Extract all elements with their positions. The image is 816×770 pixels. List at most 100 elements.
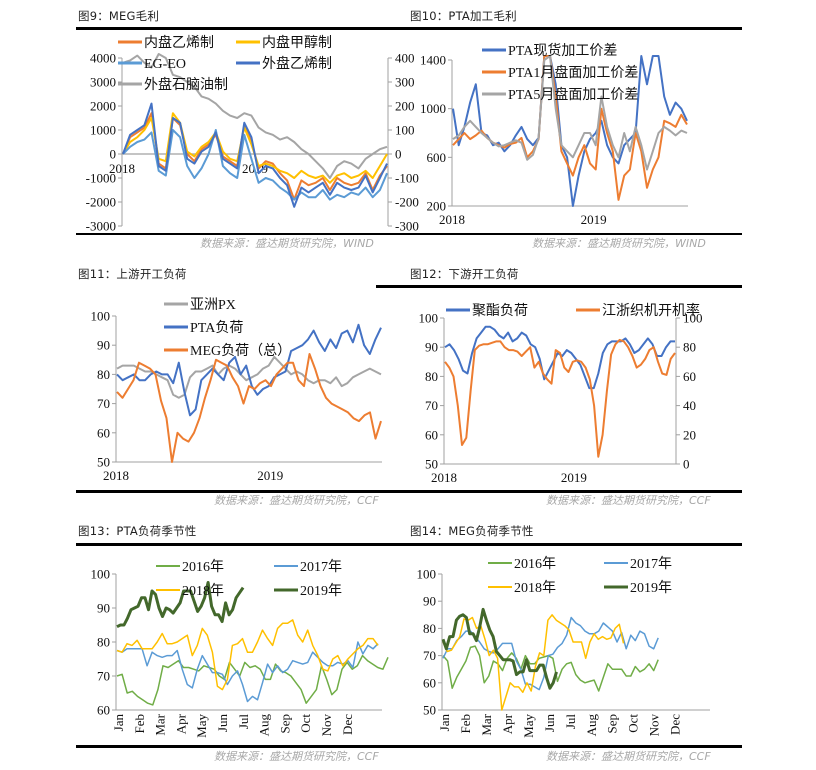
y-tick-label: 1000 [420, 101, 446, 116]
series-line-2 [116, 641, 379, 703]
legend-label: EG-EO [144, 57, 186, 72]
legend-label: 聚酯负荷 [472, 303, 528, 319]
x-tick-label: Jan [111, 714, 126, 732]
y2-tick-label: 20 [683, 427, 696, 442]
y-tick-label: 80 [423, 621, 436, 636]
legend-label: 外盘乙烯制 [262, 55, 332, 72]
series-line-1 [442, 645, 659, 692]
legend-label: 2017年 [300, 559, 342, 575]
series-line-4 [122, 102, 388, 208]
x-tick-label: 2018 [109, 161, 135, 176]
y2-tick-label: 100 [683, 311, 703, 326]
y-tick-label: 60 [425, 427, 438, 442]
series-line-1 [452, 55, 688, 207]
y-tick-label: 600 [427, 150, 447, 165]
fig13-title: 图13：PTA负荷季节性 [78, 524, 197, 538]
x-tick-label: Jul [563, 714, 578, 730]
x-tick-label: 2018 [439, 212, 465, 227]
series-line-3 [452, 55, 688, 171]
fig14-source: 数据来源：盛达期货研究院，CCF [546, 750, 711, 763]
series-line-5 [122, 53, 388, 179]
fig12-bottom-rule [400, 490, 742, 493]
y-tick-label: 4000 [90, 51, 116, 66]
x-tick-label: Sep [605, 714, 620, 734]
y2-tick-label: -100 [395, 171, 419, 186]
y2-tick-label: 0 [395, 147, 402, 162]
legend-label: PTA1月盘面加工价差 [508, 64, 638, 81]
fig10-source: 数据来源：盛达期货研究院，WIND [532, 237, 706, 250]
y-tick-label: 60 [97, 425, 110, 440]
y-tick-label: 80 [97, 635, 110, 650]
y-tick-label: 200 [427, 199, 447, 214]
fig9-bottom-rule [76, 233, 410, 235]
x-tick-label: Aug [257, 714, 272, 737]
x-tick-label: Apr [500, 713, 515, 734]
x-tick-label: Mar [153, 713, 168, 735]
fig13-top-rule [76, 543, 742, 546]
y-tick-label: -2000 [86, 195, 116, 210]
y-tick-label: 100 [419, 311, 439, 326]
series-line-4 [441, 607, 558, 690]
fig13-source: 数据来源：盛达期货研究院，CCF [214, 750, 379, 763]
fig9-top-rule [76, 27, 410, 30]
y2-tick-label: -200 [395, 195, 419, 210]
legend-label: 2016年 [514, 556, 556, 572]
fig11-bottom-rule [76, 490, 410, 493]
series-line-3 [116, 619, 379, 691]
y-tick-label: 50 [423, 703, 436, 718]
y2-tick-label: 300 [395, 75, 415, 90]
x-tick-label: Dec [668, 714, 683, 735]
y2-tick-label: 80 [683, 340, 696, 355]
x-tick-label: 2018 [431, 470, 457, 485]
y-tick-label: 80 [425, 369, 438, 384]
y-tick-label: 60 [97, 703, 110, 718]
y-tick-label: 70 [423, 648, 436, 663]
x-tick-label: Jul [236, 714, 251, 730]
x-tick-label: Jun [542, 714, 557, 733]
x-tick-label: 2019 [561, 470, 587, 485]
y-tick-label: 100 [91, 309, 111, 324]
x-tick-label: Jun [215, 714, 230, 733]
y-tick-label: 0 [110, 147, 117, 162]
fig9-chart: 40003000200010000-1000-2000-300040030020… [86, 34, 419, 234]
y-tick-label: 50 [425, 457, 438, 472]
legend-label: PTA负荷 [190, 320, 243, 336]
legend-label: PTA现货加工价差 [508, 42, 617, 59]
series-line-3 [116, 353, 382, 463]
fig12-title: 图12：下游开工负荷 [410, 267, 519, 281]
x-tick-label: Aug [584, 714, 599, 737]
fig9-title: 图9：MEG毛利 [78, 9, 160, 23]
y-tick-label: -3000 [86, 219, 116, 234]
fig14-title: 图14：MEG负荷季节性 [410, 524, 534, 538]
x-tick-label: Apr [173, 713, 188, 734]
y2-tick-label: 40 [683, 398, 696, 413]
x-tick-label: May [194, 714, 209, 738]
legend-label: PTA5月盘面加工价差 [508, 86, 638, 103]
x-tick-label: Mar [479, 713, 494, 735]
fig12-top-rule [376, 285, 742, 288]
legend-label: 2018年 [182, 583, 224, 599]
x-tick-label: 2019 [257, 468, 283, 483]
x-tick-label: Nov [647, 714, 662, 737]
x-tick-label: Oct [626, 714, 641, 733]
y-tick-label: 60 [423, 675, 436, 690]
x-tick-label: Nov [319, 714, 334, 737]
y-tick-label: 50 [97, 455, 110, 470]
y2-tick-label: 100 [395, 123, 415, 138]
series-line-3 [442, 614, 625, 711]
legend-label: 2016年 [182, 559, 224, 575]
y-tick-label: 90 [97, 601, 110, 616]
y-tick-label: -1000 [86, 171, 116, 186]
y2-tick-label: -300 [395, 219, 419, 234]
series-line-2 [442, 616, 659, 691]
y-tick-label: 70 [97, 669, 110, 684]
y-tick-label: 90 [423, 594, 436, 609]
legend-label: 2017年 [630, 556, 672, 572]
y-tick-label: 90 [97, 338, 110, 353]
x-tick-label: May [521, 714, 536, 738]
y2-tick-label: 400 [395, 51, 415, 66]
legend-label: 2018年 [514, 580, 556, 596]
